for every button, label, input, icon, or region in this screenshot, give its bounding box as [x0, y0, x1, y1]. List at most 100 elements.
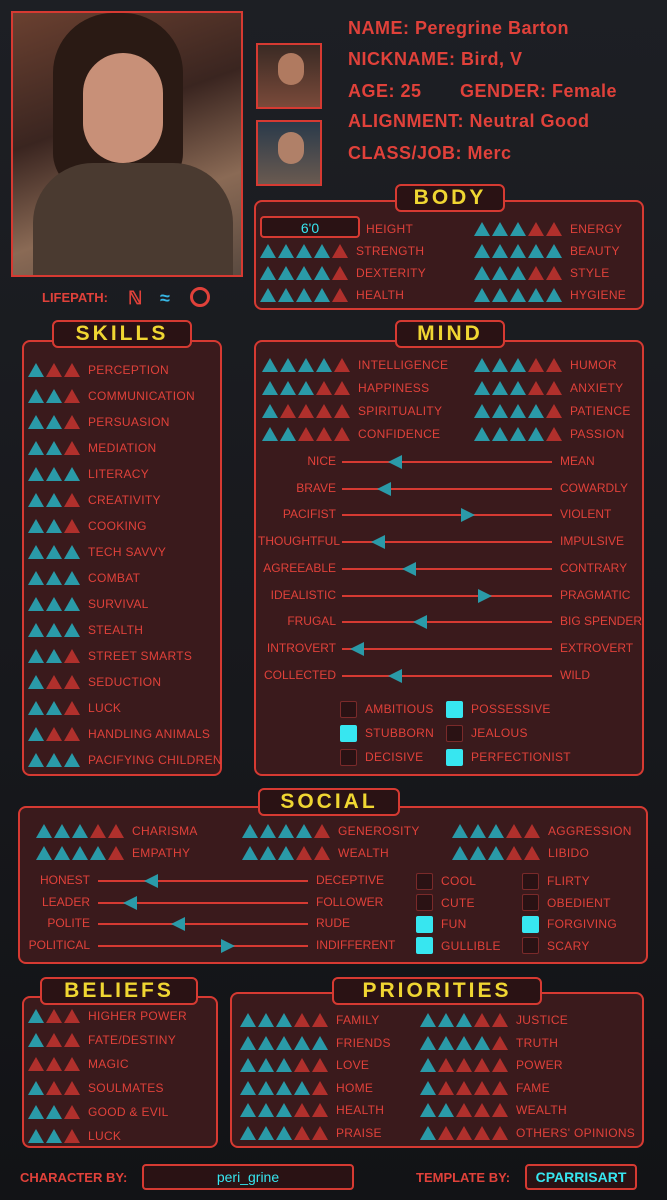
rating-on-icon — [260, 266, 276, 280]
slider-knob-icon[interactable] — [461, 508, 475, 523]
alignment-field: ALIGNMENT: Neutral Good — [348, 111, 590, 131]
rating-off-icon — [28, 1057, 44, 1071]
rating-on-icon — [46, 571, 62, 585]
trait-checkbox[interactable]: FUN — [416, 915, 467, 933]
rating-on-icon — [46, 519, 62, 533]
rating-label: FATE/DESTINY — [88, 1033, 177, 1047]
rating-on-icon — [438, 1103, 454, 1117]
checkbox-empty-icon[interactable] — [340, 748, 357, 766]
rating-on-icon — [242, 824, 258, 838]
slider-knob-icon[interactable] — [402, 561, 417, 576]
trait-checkbox[interactable]: GULLIBLE — [416, 937, 501, 955]
rating-triangles — [474, 358, 562, 372]
trait-slider[interactable] — [98, 874, 308, 888]
trait-checkbox[interactable]: JEALOUS — [446, 724, 528, 742]
trait-slider[interactable] — [342, 481, 552, 496]
slider-knob-icon[interactable] — [221, 938, 236, 953]
rating-triangles — [242, 846, 330, 860]
rating-off-icon — [314, 846, 330, 860]
trait-checkbox[interactable]: PERFECTIONIST — [446, 748, 571, 766]
rating-off-icon — [314, 824, 330, 838]
checkbox-checked-icon[interactable] — [522, 915, 539, 933]
trait-slider[interactable] — [342, 535, 552, 550]
trait-checkbox[interactable]: AMBITIOUS — [340, 700, 434, 718]
rating-off-icon — [506, 824, 522, 838]
rating-on-icon — [280, 427, 296, 441]
trait-checkbox[interactable]: COOL — [416, 872, 476, 890]
trait-slider[interactable] — [98, 895, 308, 910]
trait-slider[interactable] — [342, 455, 552, 469]
checkbox-empty-icon[interactable] — [416, 894, 433, 911]
rating-off-icon — [90, 824, 106, 838]
rating-off-icon — [312, 1125, 328, 1140]
rating-off-icon — [46, 363, 62, 377]
checkbox-empty-icon[interactable] — [522, 894, 539, 911]
rating-row: HIGHER POWER — [28, 1007, 187, 1025]
trait-slider[interactable] — [98, 917, 308, 931]
trait-slider[interactable] — [342, 588, 552, 603]
rating-off-icon — [108, 824, 124, 838]
rating-on-icon — [46, 493, 62, 507]
rating-row: MAGIC — [28, 1055, 129, 1073]
rating-on-icon — [260, 824, 276, 838]
slider-knob-icon[interactable] — [370, 535, 385, 550]
rating-off-icon — [474, 1103, 490, 1117]
checkbox-empty-icon[interactable] — [522, 872, 539, 890]
checkbox-checked-icon[interactable] — [446, 700, 463, 718]
slider-knob-icon[interactable] — [143, 874, 158, 888]
checkbox-checked-icon[interactable] — [340, 724, 357, 742]
rating-label: MEDIATION — [88, 441, 157, 455]
slider-knob-icon[interactable] — [170, 917, 185, 931]
slider-knob-icon[interactable] — [349, 641, 364, 656]
trait-slider[interactable] — [342, 641, 552, 656]
trait-slider[interactable] — [342, 508, 552, 523]
slider-knob-icon[interactable] — [387, 455, 402, 469]
rating-on-icon — [28, 597, 44, 611]
trait-slider[interactable] — [98, 938, 308, 953]
slider-knob-icon[interactable] — [477, 588, 492, 603]
slider-knob-icon[interactable] — [377, 481, 391, 496]
checkbox-empty-icon[interactable] — [340, 700, 357, 718]
checkbox-checked-icon[interactable] — [416, 937, 433, 954]
rating-on-icon — [474, 427, 490, 441]
rating-off-icon — [474, 1080, 490, 1095]
rating-on-icon — [28, 441, 44, 455]
rating-on-icon — [28, 389, 44, 403]
slider-left-label: IDEALISTIC — [270, 587, 336, 602]
checkbox-empty-icon[interactable] — [416, 872, 433, 890]
trait-checkbox[interactable]: POSSESSIVE — [446, 700, 551, 718]
trait-slider[interactable] — [342, 668, 552, 683]
rating-off-icon — [528, 266, 544, 280]
trait-checkbox[interactable]: FLIRTY — [522, 872, 590, 890]
slider-knob-icon[interactable] — [412, 615, 427, 630]
rating-row: JUSTICE — [420, 1011, 568, 1029]
trait-checkbox[interactable]: FORGIVING — [522, 915, 617, 933]
rating-on-icon — [492, 266, 508, 280]
rating-off-icon — [294, 1013, 310, 1027]
rating-on-icon — [64, 545, 80, 559]
checkbox-empty-icon[interactable] — [522, 937, 539, 954]
rating-on-icon — [46, 597, 62, 611]
slider-knob-icon[interactable] — [387, 668, 402, 683]
rating-triangles — [240, 1058, 328, 1072]
rating-row: PATIENCE — [474, 402, 631, 420]
rating-triangles — [452, 846, 540, 860]
trait-checkbox[interactable]: SCARY — [522, 937, 590, 955]
template-by-value: CPARRISART — [525, 1164, 637, 1190]
slider-knob-icon[interactable] — [122, 895, 137, 910]
rating-row: LOVE — [240, 1056, 369, 1074]
trait-checkbox[interactable]: DECISIVE — [340, 748, 423, 766]
trait-slider[interactable] — [342, 561, 552, 576]
trait-checkbox[interactable]: STUBBORN — [340, 724, 434, 742]
rating-label: OTHERS' OPINIONS — [516, 1125, 636, 1140]
checkbox-checked-icon[interactable] — [446, 748, 463, 766]
trait-slider[interactable] — [342, 615, 552, 630]
rating-triangles — [28, 571, 80, 585]
checkbox-checked-icon[interactable] — [416, 915, 433, 933]
checkbox-empty-icon[interactable] — [446, 724, 463, 742]
rating-on-icon — [258, 1125, 274, 1140]
rating-on-icon — [28, 519, 44, 533]
trait-checkbox[interactable]: OBEDIENT — [522, 894, 611, 912]
rating-row: STRENGTH — [260, 242, 424, 260]
trait-checkbox[interactable]: CUTE — [416, 894, 475, 912]
